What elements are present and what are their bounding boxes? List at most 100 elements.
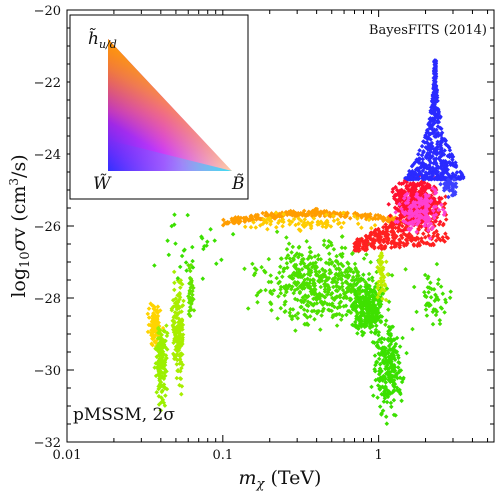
scatter-point <box>419 143 425 149</box>
scatter-point <box>172 287 177 293</box>
scatter-point <box>339 245 345 250</box>
x-axis-title: mχ (TeV) <box>239 467 322 492</box>
scatter-point <box>162 339 168 344</box>
scatter-point <box>287 310 292 316</box>
scatter-point <box>281 211 286 217</box>
scatter-point <box>384 259 389 265</box>
scatter-point <box>266 256 272 262</box>
scatter-point <box>340 281 345 286</box>
scatter-point <box>177 264 183 270</box>
scatter-point <box>164 323 169 328</box>
scatter-point <box>158 408 164 413</box>
scatter-point <box>162 370 167 376</box>
scatter-point <box>173 328 179 334</box>
scatter-point <box>309 220 315 225</box>
scatter-point <box>277 270 282 275</box>
scatter-point <box>298 304 303 310</box>
scatter-point <box>146 315 152 320</box>
scatter-point <box>185 212 190 218</box>
scatter-point <box>383 414 389 419</box>
scatter-point <box>334 323 340 328</box>
scatter-point <box>366 217 372 223</box>
scatter-point <box>386 202 391 207</box>
scatter-point <box>311 216 317 221</box>
scatter-point <box>330 301 335 306</box>
scatter-point <box>265 226 270 232</box>
scatter-point <box>341 210 346 216</box>
y-tick-label: −28 <box>34 292 61 307</box>
y-tick-label: −30 <box>34 364 61 379</box>
scatter-point <box>368 259 373 265</box>
scatter-point <box>316 253 321 258</box>
scatter-point <box>378 213 383 219</box>
scatter-point <box>278 256 284 261</box>
scatter-point <box>277 218 282 224</box>
scatter-point <box>370 216 376 222</box>
scatter-point <box>177 297 182 302</box>
scatter-point <box>391 397 397 403</box>
scatter-point <box>390 189 395 195</box>
scatter-point <box>424 313 430 318</box>
scatter-point <box>284 235 289 240</box>
scatter-point <box>287 222 292 227</box>
scatter-point <box>177 334 182 339</box>
scatter-point <box>315 256 321 262</box>
scatter-point <box>435 281 441 287</box>
scatter-point <box>355 331 360 336</box>
scatter-point <box>230 231 236 237</box>
scatter-point <box>434 261 440 267</box>
scatter-point <box>422 289 427 295</box>
scatter-point <box>375 395 380 400</box>
x-tick-label: 0.1 <box>212 448 233 463</box>
scatter-point <box>411 284 417 290</box>
scatter-point <box>179 317 185 322</box>
scatter-point <box>319 313 324 318</box>
scatter-point <box>397 344 403 349</box>
scatter-point <box>343 214 348 219</box>
scatter-point <box>301 211 307 217</box>
scatter-point <box>242 224 248 230</box>
scatter-point <box>352 261 358 267</box>
scatter-point <box>361 256 367 261</box>
scatter-point <box>173 300 179 305</box>
scatter-point <box>371 393 376 398</box>
scatter-point <box>383 322 388 327</box>
scatter-point <box>342 245 348 251</box>
scatter-point <box>178 285 183 290</box>
scatter-point <box>443 217 449 222</box>
scatter-point <box>295 316 300 321</box>
scatter-point <box>190 244 195 250</box>
scatter-point <box>438 181 443 187</box>
scatter-point <box>150 336 155 342</box>
scatter-point <box>334 266 339 272</box>
scatter-point <box>255 300 260 305</box>
scatter-point <box>205 239 210 245</box>
scatter-point <box>289 286 294 292</box>
scatter-point <box>320 224 325 229</box>
scatter-point <box>414 309 419 315</box>
scatter-point <box>317 269 322 275</box>
scatter-point <box>437 321 443 327</box>
scatter-point <box>321 242 327 248</box>
scatter-point <box>307 245 312 250</box>
scatter-point <box>180 352 185 357</box>
scatter-point <box>158 379 163 385</box>
scatter-point <box>175 368 181 373</box>
scatter-point <box>179 303 185 309</box>
y-tick-label: −24 <box>34 148 61 163</box>
scatter-point <box>150 342 155 348</box>
scatter-point <box>332 263 337 269</box>
scatter-point <box>416 152 421 157</box>
scatter-point <box>331 247 337 252</box>
scatter-point <box>339 225 344 230</box>
scatter-point <box>157 372 163 378</box>
scatter-point <box>386 307 391 312</box>
scatter-point <box>331 218 337 224</box>
scatter-point <box>156 402 162 407</box>
scatter-point <box>245 306 251 311</box>
scatter-point <box>307 249 313 255</box>
scatter-point <box>174 362 180 367</box>
scatter-point <box>242 266 247 272</box>
scatter-point <box>171 340 176 346</box>
scatter-point <box>318 257 324 262</box>
